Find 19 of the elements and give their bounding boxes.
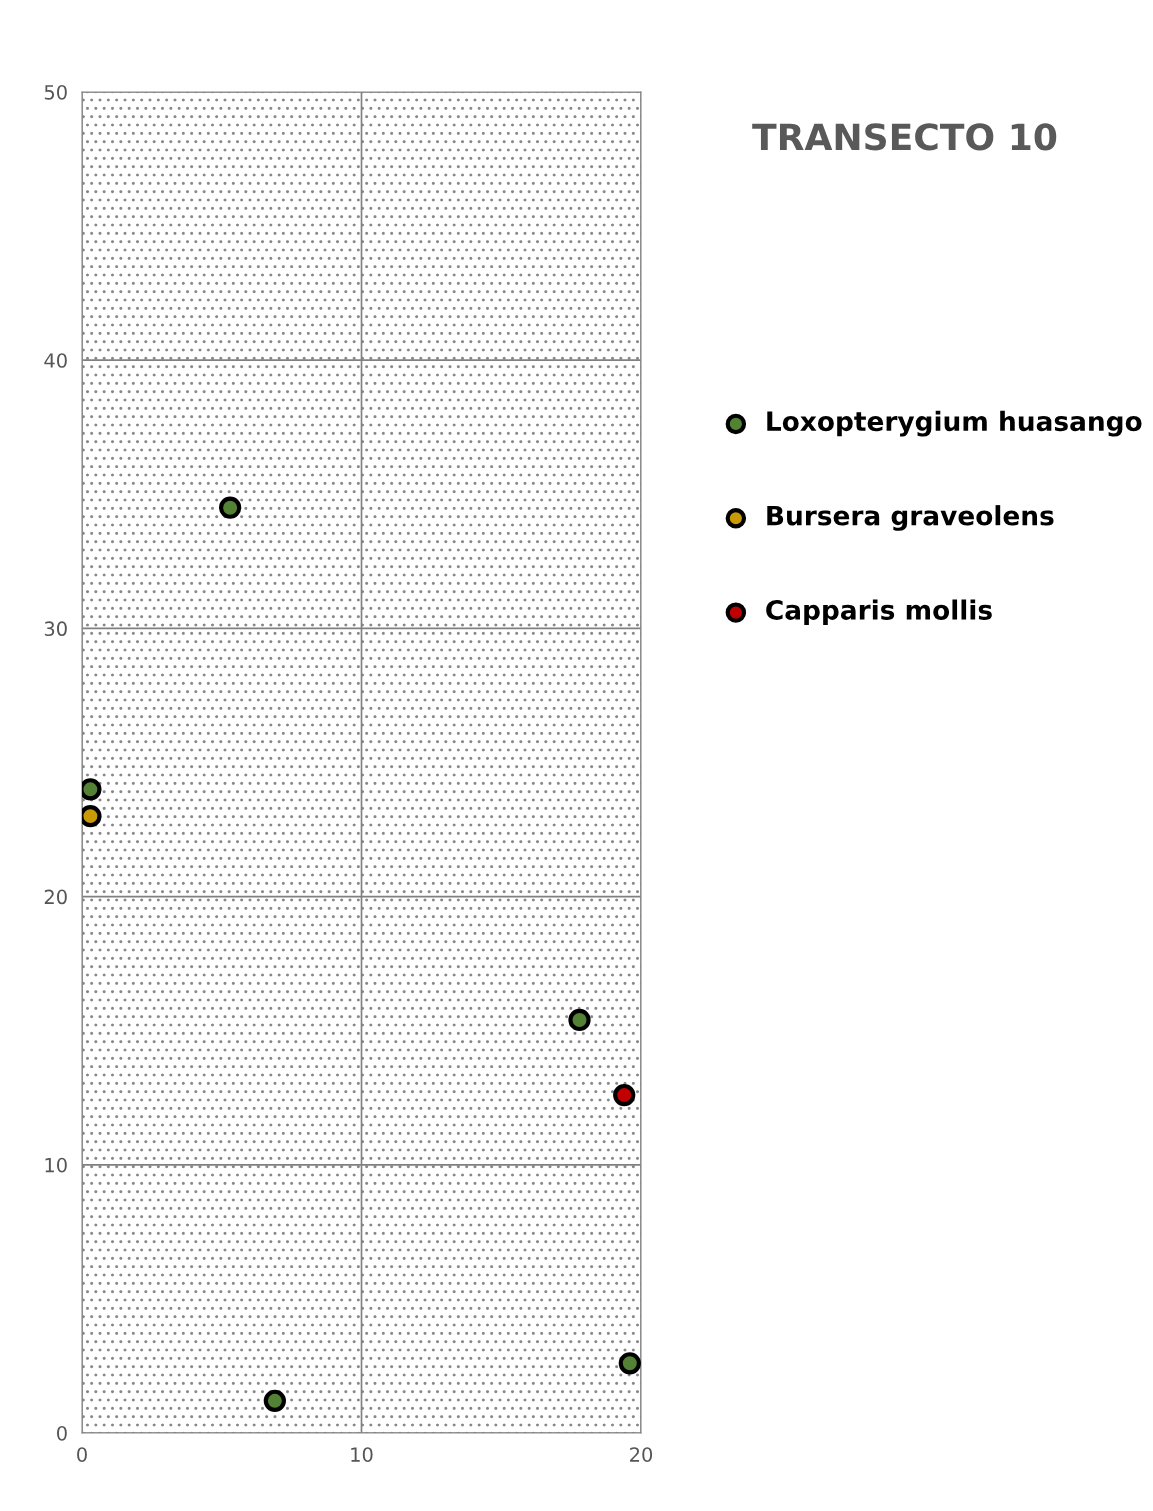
- point: [613, 1083, 636, 1107]
- y-tick-label: 20: [44, 889, 67, 905]
- y-tick-label: 40: [44, 353, 67, 368]
- y-tick-label: 10: [45, 1157, 67, 1173]
- point: [82, 805, 102, 828]
- point: [568, 1008, 591, 1032]
- x-tick-label: 0: [77, 1447, 87, 1462]
- y-tick-label: 0: [57, 1425, 67, 1441]
- y-tick-label: 50: [44, 84, 67, 100]
- legend-label: Loxopterygium huasango: [767, 410, 1142, 437]
- legend-label: Bursera graveolens: [767, 505, 1054, 531]
- point: [218, 496, 242, 519]
- y-tick-label: 30: [44, 621, 67, 637]
- x-tick-label: 20: [630, 1447, 653, 1462]
- x-tick-label: 10: [351, 1447, 373, 1462]
- text: TRANSECTO 10: [752, 123, 1057, 151]
- legend-label: Capparis mollis: [766, 599, 992, 626]
- point: [618, 1352, 641, 1375]
- point: [263, 1389, 286, 1412]
